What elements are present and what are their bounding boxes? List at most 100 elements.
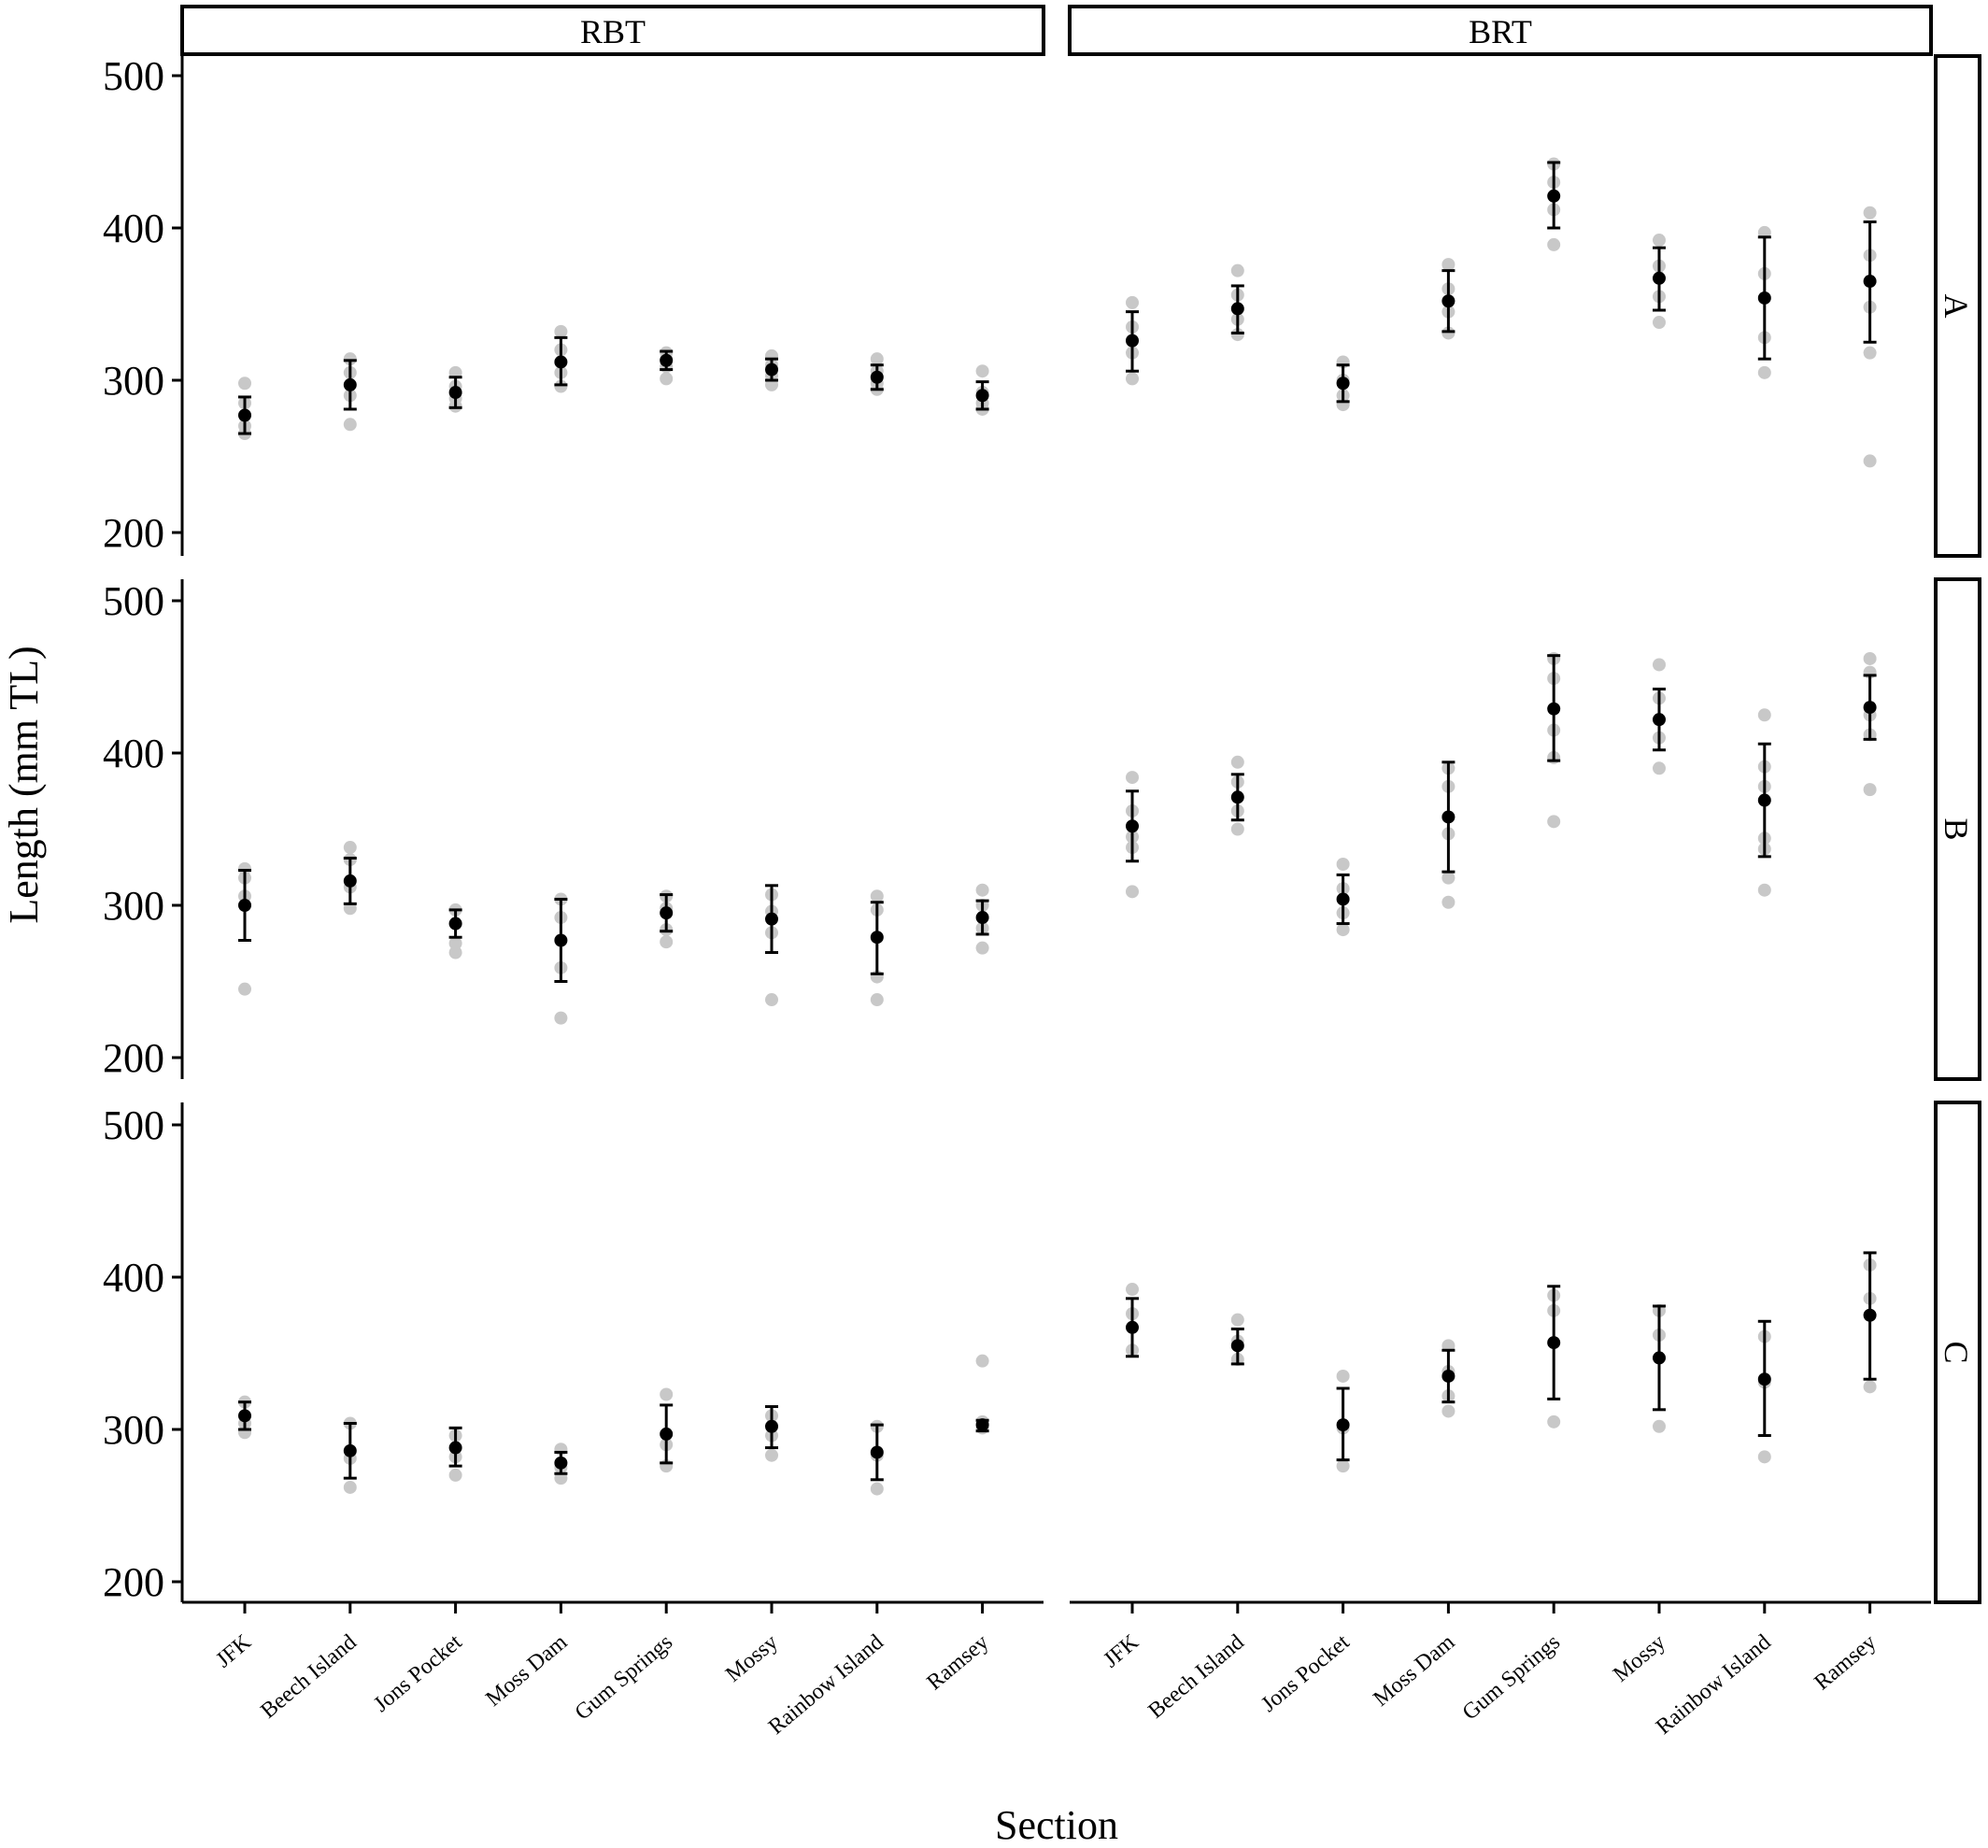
- raw-point: [975, 364, 989, 378]
- raw-point: [448, 936, 462, 950]
- x-tick-label: Mossy: [1609, 1630, 1670, 1687]
- column-strip-label: RBT: [580, 13, 646, 50]
- raw-point: [1863, 1380, 1877, 1394]
- raw-point: [554, 1011, 568, 1025]
- column-strip-rbt: [180, 5, 1045, 56]
- raw-point: [1863, 783, 1877, 797]
- raw-point: [1126, 372, 1139, 386]
- mean-point: [975, 911, 989, 925]
- mean-point: [1547, 702, 1561, 716]
- panel-rbt-b: [238, 841, 989, 1025]
- y-tick-label: 400: [103, 206, 164, 251]
- raw-point: [1230, 1313, 1244, 1327]
- mean-point: [1441, 294, 1456, 308]
- mean-point: [238, 899, 251, 912]
- y-tick-label: 400: [103, 731, 164, 776]
- y-tick-label: 300: [103, 883, 164, 929]
- y-axis-row-a: 200 300 400 500: [103, 53, 184, 556]
- raw-point: [975, 941, 989, 955]
- y-tick-label: 400: [103, 1255, 164, 1301]
- mean-point: [343, 377, 357, 391]
- mean-point: [448, 386, 462, 400]
- y-axis-title: Length (mm TL): [1, 646, 47, 923]
- raw-point: [765, 993, 778, 1007]
- raw-point: [238, 982, 251, 996]
- mean-point: [1653, 713, 1666, 727]
- raw-point: [1126, 295, 1139, 309]
- mean-point: [343, 874, 357, 888]
- raw-point: [660, 372, 674, 386]
- mean-point: [870, 1445, 884, 1459]
- y-axis-row-c: 200 300 400 500: [103, 1102, 184, 1605]
- row-strip-label: C: [1938, 1341, 1975, 1363]
- mean-point: [1757, 291, 1771, 305]
- mean-point: [1441, 810, 1456, 824]
- raw-point: [975, 883, 989, 897]
- mean-point: [238, 408, 251, 422]
- raw-point: [1653, 316, 1666, 330]
- mean-point: [343, 1443, 357, 1457]
- mean-point: [448, 917, 462, 931]
- column-strip-label: BRT: [1469, 13, 1532, 50]
- panel-brt-c: [1126, 1251, 1877, 1473]
- raw-point: [1336, 1369, 1350, 1383]
- raw-point: [1757, 1450, 1771, 1464]
- y-tick-label: 500: [103, 53, 164, 99]
- raw-point: [1547, 237, 1561, 251]
- x-tick-label: Ramsey: [923, 1630, 994, 1696]
- y-tick-label: 500: [103, 578, 164, 624]
- mean-point: [870, 370, 884, 384]
- raw-point: [1547, 1414, 1561, 1429]
- raw-point: [1441, 1404, 1456, 1418]
- mean-point: [1547, 189, 1561, 203]
- mean-point: [660, 353, 674, 367]
- mean-point: [975, 1418, 989, 1432]
- raw-point: [1230, 755, 1244, 769]
- row-strip-c: [1934, 1101, 1981, 1604]
- raw-point: [660, 935, 674, 949]
- raw-point: [1336, 923, 1350, 937]
- raw-point: [238, 377, 251, 391]
- panel-rbt-a: [238, 324, 989, 441]
- x-tick-label: JFK: [211, 1629, 256, 1672]
- y-tick-label: 500: [103, 1102, 164, 1148]
- mean-point: [1863, 1308, 1877, 1322]
- panel-brt-a: [1126, 157, 1877, 468]
- mean-point: [1230, 302, 1244, 316]
- raw-point: [343, 1480, 357, 1494]
- row-strip-a: [1934, 54, 1981, 558]
- mean-point: [554, 1456, 568, 1470]
- raw-point: [870, 352, 884, 366]
- x-tick-label: Rainbow Island: [1652, 1630, 1776, 1740]
- raw-point: [1757, 365, 1771, 379]
- x-tick-label: Beech Island: [256, 1630, 361, 1724]
- raw-point: [1863, 346, 1877, 360]
- raw-point: [1230, 822, 1244, 836]
- mean-point: [1863, 701, 1877, 715]
- raw-point: [554, 379, 568, 393]
- raw-point: [343, 418, 357, 432]
- x-tick-label: Gum Springs: [1458, 1630, 1565, 1726]
- mean-point: [1547, 1336, 1561, 1350]
- mean-point: [554, 933, 568, 947]
- x-axis-title: Section: [995, 1802, 1118, 1848]
- raw-point: [1653, 234, 1666, 248]
- raw-point: [1863, 454, 1877, 468]
- row-strip-b: [1934, 577, 1981, 1081]
- row-strip-label: A: [1938, 294, 1975, 319]
- raw-point: [870, 1482, 884, 1496]
- raw-point: [1126, 1283, 1139, 1297]
- raw-point: [1757, 883, 1771, 897]
- raw-point: [1653, 1419, 1666, 1433]
- raw-point: [1757, 708, 1771, 722]
- raw-point: [1547, 815, 1561, 829]
- raw-point: [1336, 857, 1350, 871]
- raw-point: [1336, 1459, 1350, 1473]
- raw-point: [238, 861, 251, 875]
- raw-point: [343, 841, 357, 855]
- x-tick-label: Moss Dam: [1369, 1629, 1459, 1711]
- column-strip-brt: [1068, 5, 1933, 56]
